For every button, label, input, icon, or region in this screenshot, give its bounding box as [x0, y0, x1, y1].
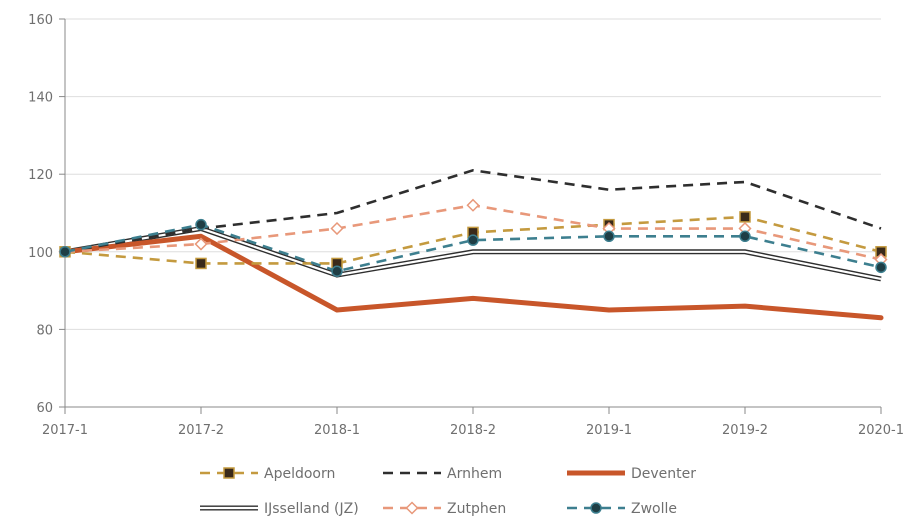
legend-marker: [223, 467, 235, 479]
gridlines: [65, 18, 881, 330]
data-point: [330, 221, 344, 236]
x-tick-label: 2018-1: [314, 423, 360, 438]
data-point: [603, 230, 615, 243]
legend-label: Zwolle: [631, 501, 677, 517]
data-point: [195, 257, 207, 270]
legend: Apeldoorn Arnhem Deventer IJsselland (JZ) Zu…: [200, 466, 696, 517]
series-deventer: [62, 233, 884, 321]
series-lines: [58, 168, 888, 321]
series-zwolle: [59, 218, 887, 277]
y-tick-label: 100: [28, 246, 53, 261]
data-point: [467, 234, 479, 246]
legend-marker: [405, 501, 419, 515]
legend-marker: [590, 502, 602, 514]
legend-item: Zwolle: [567, 501, 677, 517]
legend-label: Arnhem: [447, 466, 502, 482]
y-tick-label: 80: [36, 323, 53, 338]
data-point: [59, 246, 71, 258]
legend-label: IJsselland (JZ): [264, 501, 359, 517]
data-point: [466, 198, 480, 212]
data-point: [194, 237, 208, 251]
data-point: [739, 211, 751, 223]
axes: [59, 18, 882, 414]
data-point: [875, 261, 887, 274]
legend-label: Zutphen: [447, 501, 506, 517]
data-point: [195, 218, 207, 231]
legend-item: Arnhem: [383, 466, 502, 482]
x-tick-label: 2018-2: [450, 423, 496, 438]
y-tick-label: 60: [36, 401, 53, 416]
legend-label: Deventer: [631, 466, 696, 482]
legend-item: Apeldoorn: [200, 466, 335, 482]
x-tick-label: 2017-2: [178, 423, 224, 438]
x-tick-label: 2017-1: [42, 423, 88, 438]
legend-item: IJsselland (JZ): [200, 501, 359, 517]
data-point: [739, 230, 751, 243]
series-line: [62, 233, 884, 321]
data-point: [331, 265, 343, 277]
tick-labels: 60 80 100 120 140 160 2017-1 2017-2 2018-1 2018-2…: [28, 13, 904, 438]
legend-item: Deventer: [567, 466, 696, 482]
legend-item: Zutphen: [383, 501, 506, 517]
legend-label: Apeldoorn: [264, 466, 335, 482]
x-tick-label: 2019-2: [722, 423, 768, 438]
x-tick-label: 2020-1: [858, 423, 904, 438]
y-tick-label: 120: [28, 168, 53, 183]
x-tick-label: 2019-1: [586, 423, 632, 438]
y-tick-label: 140: [28, 91, 53, 106]
y-tick-label: 160: [28, 13, 53, 28]
